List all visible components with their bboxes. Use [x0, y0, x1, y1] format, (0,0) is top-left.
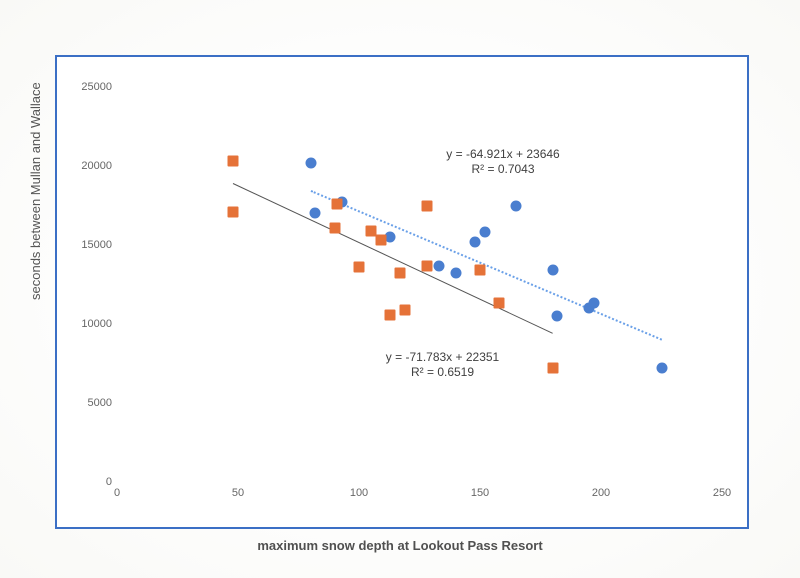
series-blue-circles-point [433, 260, 444, 271]
series-orange-squares-point [385, 309, 396, 320]
plot-area: 0500010000150002000025000050100150200250… [117, 87, 722, 482]
series-blue-circles-point [450, 268, 461, 279]
trend-orange-equation: y = -71.783x + 22351R² = 0.6519 [386, 350, 499, 380]
series-blue-circles-point [305, 157, 316, 168]
series-blue-circles-point [588, 298, 599, 309]
equation-text: y = -64.921x + 23646 [446, 147, 559, 161]
x-tick: 200 [592, 487, 610, 499]
chart-border: 0 5000 10000 15000 20000 25000 0 50 100 150 200 250… [55, 55, 749, 529]
series-blue-circles-point [511, 200, 522, 211]
series-blue-circles-point [547, 265, 558, 276]
series-orange-squares-point [494, 298, 505, 309]
series-blue-circles-point [385, 232, 396, 243]
series-orange-squares-point [547, 363, 558, 374]
y-tick: 15000 [72, 239, 112, 251]
x-axis-label: maximum snow depth at Lookout Pass Resor… [0, 538, 800, 553]
x-tick: 100 [350, 487, 368, 499]
series-orange-squares-point [395, 268, 406, 279]
r2-text: R² = 0.6519 [411, 365, 474, 379]
series-orange-squares-point [375, 235, 386, 246]
y-tick: 5000 [72, 397, 112, 409]
series-orange-squares-point [475, 265, 486, 276]
trend-blue-equation: y = -64.921x + 23646R² = 0.7043 [446, 147, 559, 177]
series-blue-circles-point [470, 236, 481, 247]
r2-text: R² = 0.7043 [471, 162, 534, 176]
series-orange-squares-point [421, 260, 432, 271]
series-blue-circles-point [656, 363, 667, 374]
series-orange-squares-point [399, 304, 410, 315]
series-orange-squares-point [228, 156, 239, 167]
series-blue-circles-point [479, 227, 490, 238]
y-tick: 10000 [72, 318, 112, 330]
y-axis-label: seconds between Mullan and Wallace [28, 82, 43, 300]
x-tick: 150 [471, 487, 489, 499]
series-orange-squares-point [421, 200, 432, 211]
equation-text: y = -71.783x + 22351 [386, 350, 499, 364]
y-tick: 25000 [72, 81, 112, 93]
y-tick: 20000 [72, 160, 112, 172]
x-tick: 0 [114, 487, 120, 499]
x-tick: 250 [713, 487, 731, 499]
series-orange-squares-point [354, 262, 365, 273]
series-blue-circles-point [310, 208, 321, 219]
series-blue-circles-point [552, 311, 563, 322]
series-orange-squares-point [329, 222, 340, 233]
page: Predicting the winning time for 2107 Lea… [0, 0, 800, 578]
x-tick: 50 [232, 487, 244, 499]
series-orange-squares-point [228, 206, 239, 217]
y-tick: 0 [72, 476, 112, 488]
series-orange-squares-point [332, 198, 343, 209]
